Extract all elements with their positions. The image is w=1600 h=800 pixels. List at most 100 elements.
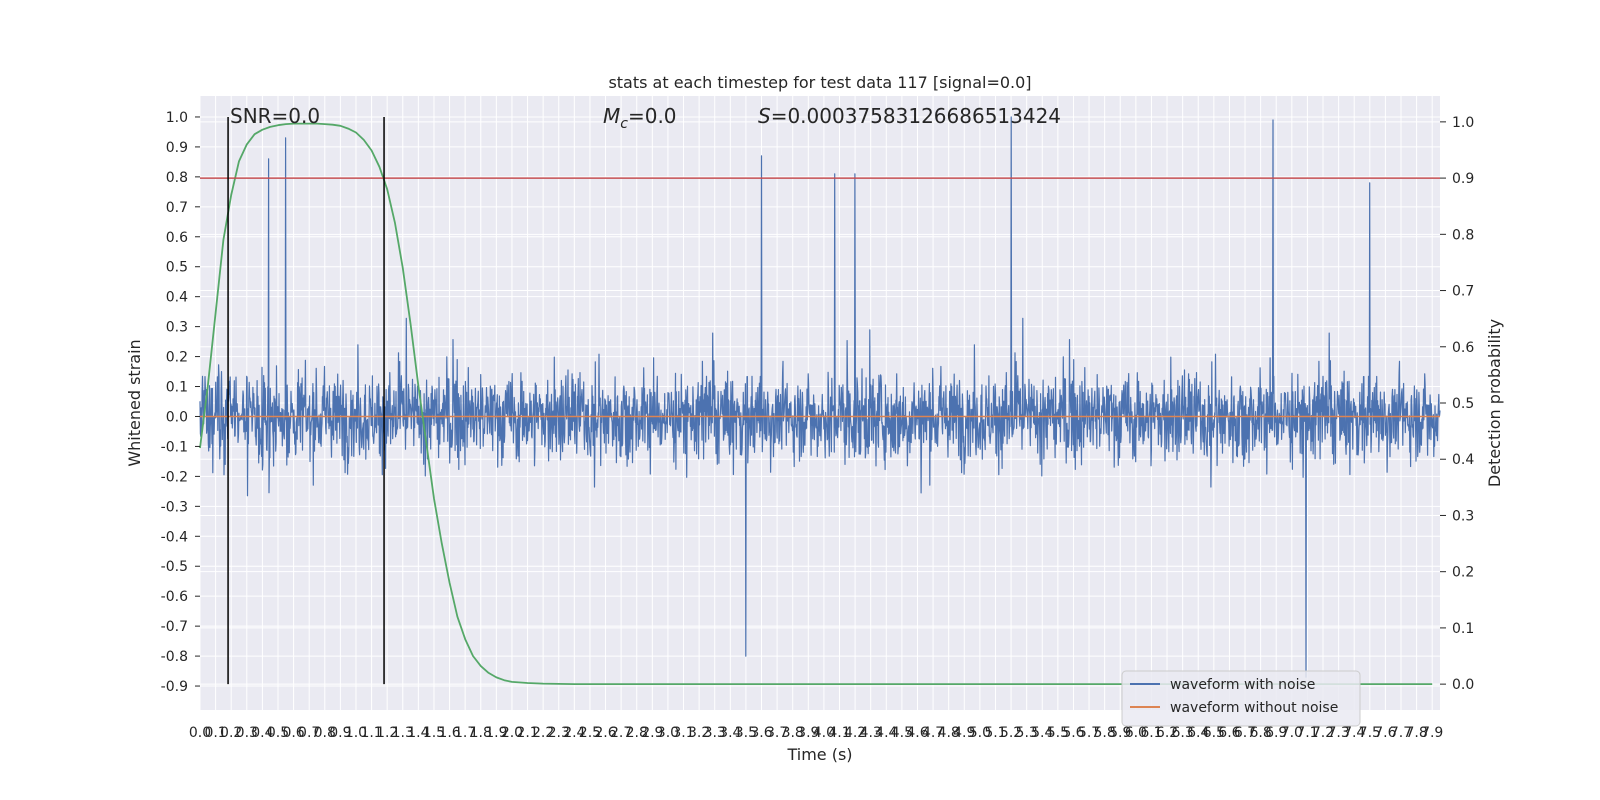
x-tick-label: 5.3 — [1016, 725, 1038, 741]
x-tick-label: 2.2 — [532, 725, 554, 741]
snr-annotation: SNR=0.0 — [230, 104, 320, 128]
legend-entry-noisy: waveform with noise — [1170, 677, 1315, 693]
x-tick-label: 3.9 — [797, 725, 819, 741]
x-tick-label: 7.9 — [1421, 725, 1443, 741]
x-tick-label: 6.2 — [1156, 725, 1178, 741]
y2-axis-label: Detection probability — [1485, 319, 1504, 487]
x-tick-label: 1.3 — [392, 725, 414, 741]
x-tick-label: 7.5 — [1359, 725, 1381, 741]
x-tick-label: 0.5 — [267, 725, 289, 741]
y-tick-label: -0.6 — [161, 589, 188, 605]
chirp-mass-annotation: Mc=0.0 — [603, 104, 677, 132]
y-tick-label: 0.4 — [166, 290, 188, 306]
legend: waveform with noise waveform without noi… — [1121, 670, 1361, 727]
x-tick-label: 5.2 — [1000, 725, 1022, 741]
y-axis-ticks: -0.9 -0.8 -0.7 -0.6 -0.5 -0.4 -0.3 -0.2 -0.1 0.0 0… — [161, 110, 200, 695]
y2-tick-label: 0.6 — [1452, 340, 1474, 356]
x-tick-label: 3.4 — [719, 725, 741, 741]
y-tick-label: 0.1 — [166, 380, 188, 396]
x-tick-label: 5.4 — [1031, 725, 1053, 741]
x-tick-label: 6.0 — [1125, 725, 1147, 741]
x-tick-label: 4.5 — [891, 725, 913, 741]
x-tick-label: 0.4 — [251, 725, 273, 741]
y2-tick-label: 0.3 — [1452, 508, 1474, 524]
x-tick-label: 7.7 — [1390, 725, 1412, 741]
y-tick-label: -0.5 — [161, 559, 188, 575]
x-tick-label: 4.7 — [922, 725, 944, 741]
x-tick-label: 5.1 — [984, 725, 1006, 741]
x-tick-label: 1.5 — [423, 725, 445, 741]
x-tick-label: 7.3 — [1327, 725, 1349, 741]
x-tick-label: 5.5 — [1047, 725, 1069, 741]
x-tick-label: 2.5 — [579, 725, 601, 741]
x-tick-label: 6.6 — [1218, 725, 1240, 741]
y2-tick-label: 0.8 — [1452, 227, 1474, 243]
x-tick-label: 2.6 — [594, 725, 616, 741]
x-tick-label: 3.1 — [672, 725, 694, 741]
x-tick-label: 4.0 — [813, 725, 835, 741]
x-tick-label: 5.7 — [1078, 725, 1100, 741]
x-tick-label: 2.0 — [501, 725, 523, 741]
x-tick-label: 4.8 — [938, 725, 960, 741]
x-axis-label: Time (s) — [786, 745, 852, 764]
x-tick-label: 4.6 — [906, 725, 928, 741]
y-tick-label: -0.9 — [161, 679, 188, 695]
reference-lines — [200, 116, 1440, 685]
x-tick-label: 7.4 — [1343, 725, 1365, 741]
x-tick-label: 7.1 — [1296, 725, 1318, 741]
y2-tick-label: 0.1 — [1452, 621, 1474, 637]
x-tick-label: 0.1 — [204, 725, 226, 741]
y-axis-label: Whitened strain — [125, 339, 144, 466]
chirp-mass-symbol: M — [603, 104, 620, 128]
x-tick-label: 2.7 — [610, 725, 632, 741]
x-tick-label: 4.4 — [875, 725, 897, 741]
x-tick-label: 0.0 — [189, 725, 211, 741]
y-tick-label: 0.6 — [166, 230, 188, 246]
y2-tick-label: 0.5 — [1452, 396, 1474, 412]
y-tick-label: 0.3 — [166, 320, 188, 336]
x-tick-label: 1.6 — [438, 725, 460, 741]
x-tick-label: 2.1 — [516, 725, 538, 741]
x-tick-label: 3.6 — [750, 725, 772, 741]
x-tick-label: 5.9 — [1109, 725, 1131, 741]
x-tick-label: 7.8 — [1405, 725, 1427, 741]
legend-box — [1121, 670, 1361, 727]
y2-tick-label: 0.2 — [1452, 565, 1474, 581]
x-tick-label: 4.2 — [844, 725, 866, 741]
x-tick-label: 5.0 — [969, 725, 991, 741]
chirp-mass-value: =0.0 — [628, 104, 677, 128]
chirp-mass-subscript: c — [620, 116, 628, 132]
y2-tick-label: 0.0 — [1452, 677, 1474, 693]
y-tick-label: 0.5 — [166, 260, 188, 276]
y-tick-label: -0.3 — [161, 499, 188, 515]
x-tick-label: 6.7 — [1234, 725, 1256, 741]
x-tick-label: 2.8 — [626, 725, 648, 741]
x-tick-label: 1.1 — [360, 725, 382, 741]
x-tick-label: 5.6 — [1062, 725, 1084, 741]
x-tick-label: 4.9 — [953, 725, 975, 741]
s-annotation: S=0.00037583126686513424 — [758, 104, 1061, 128]
x-tick-label: 3.5 — [735, 725, 757, 741]
x-tick-label: 4.1 — [828, 725, 850, 741]
detection-probability-series — [199, 122, 1433, 685]
y-tick-label: 0.0 — [166, 409, 188, 425]
x-tick-label: 0.3 — [236, 725, 258, 741]
detection-probability-line — [199, 122, 1433, 685]
x-tick-label: 4.3 — [860, 725, 882, 741]
x-tick-label: 3.0 — [657, 725, 679, 741]
x-tick-label: 3.7 — [766, 725, 788, 741]
x-axis-ticks: 0.00.10.20.30.40.50.60.70.80.91.01.11.21… — [189, 725, 1443, 741]
x-tick-label: 0.9 — [329, 725, 351, 741]
x-tick-label: 2.3 — [548, 725, 570, 741]
y-tick-label: -0.2 — [161, 469, 188, 485]
x-tick-label: 1.8 — [470, 725, 492, 741]
x-tick-label: 6.3 — [1172, 725, 1194, 741]
y-tick-label: 0.2 — [166, 350, 188, 366]
y-tick-label: -0.7 — [161, 619, 188, 635]
x-tick-label: 0.6 — [282, 725, 304, 741]
y2-tick-label: 0.7 — [1452, 284, 1474, 300]
x-tick-label: 6.5 — [1203, 725, 1225, 741]
s-symbol: S — [758, 104, 771, 128]
x-tick-label: 5.8 — [1094, 725, 1116, 741]
x-tick-label: 1.0 — [345, 725, 367, 741]
